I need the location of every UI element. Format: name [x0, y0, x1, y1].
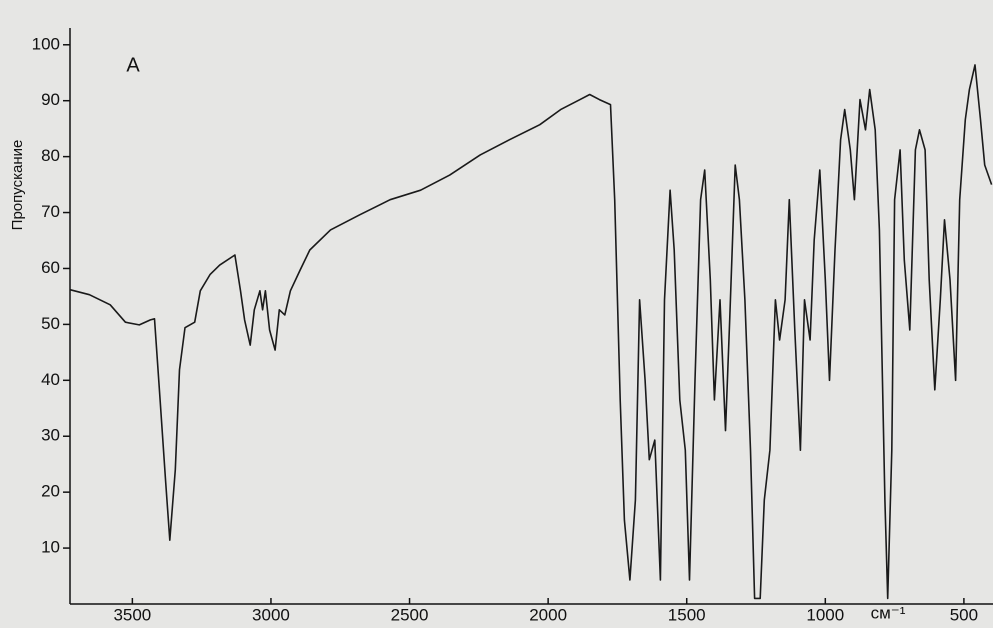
y-tick-label: 40: [41, 370, 60, 389]
x-tick-label: 3000: [252, 605, 290, 624]
y-tick-label: 10: [41, 538, 60, 557]
y-tick-label: 100: [32, 34, 60, 53]
y-tick-label: 20: [41, 482, 60, 501]
x-tick-label: 500: [950, 605, 978, 624]
y-tick-label: 90: [41, 90, 60, 109]
y-axis-label: Пропускание: [9, 140, 26, 231]
y-tick-label: 30: [41, 426, 60, 445]
x-tick-label: 1000: [806, 605, 844, 624]
x-tick-label: 1500: [668, 605, 706, 624]
spectrum-line: [69, 64, 993, 600]
annotation: A: [126, 54, 140, 76]
y-tick-label: 80: [41, 146, 60, 165]
y-tick-label: 70: [41, 202, 60, 221]
x-tick-label: 2000: [529, 605, 567, 624]
x-tick-label: 2500: [391, 605, 429, 624]
y-tick-label: 60: [41, 258, 60, 277]
x-tick-label: 3500: [113, 605, 151, 624]
x-axis-label: см⁻¹: [871, 603, 906, 622]
y-tick-label: 50: [41, 314, 60, 333]
